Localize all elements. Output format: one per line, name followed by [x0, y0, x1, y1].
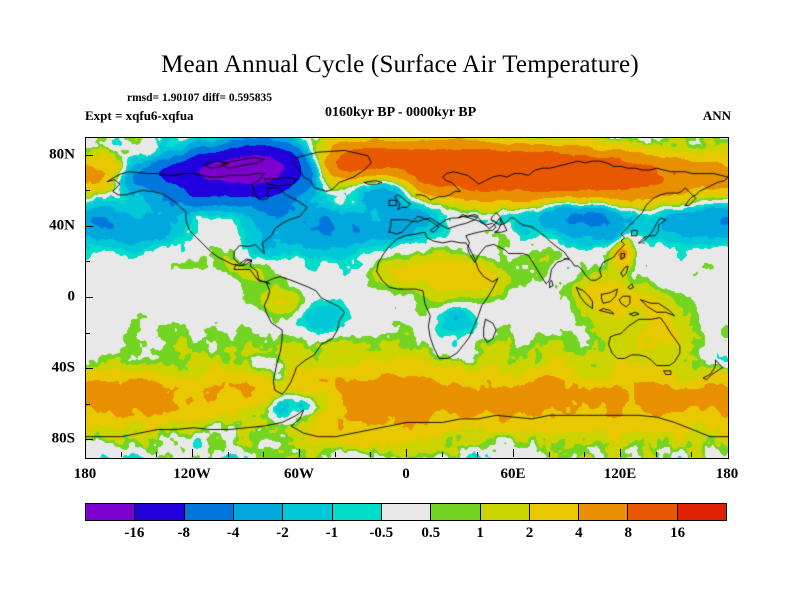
- colorbar-tick-label: 8: [624, 525, 632, 541]
- x-axis-major-tick: [299, 449, 300, 457]
- x-axis-major-tick: [406, 449, 407, 457]
- colorbar-band: [134, 504, 184, 520]
- x-axis-label: 120W: [173, 466, 211, 482]
- colorbar-tick-label: -16: [124, 525, 145, 541]
- colorbar-legend: -16 -8 -4 -2 -1 -0.5 0.5 1 2 4 8 16: [85, 503, 727, 541]
- colorbar-tick-label: 4: [575, 525, 583, 541]
- x-axis-label: 180: [73, 466, 97, 482]
- y-axis-label: 40N: [49, 217, 75, 234]
- y-axis-minor-tick: [85, 332, 90, 334]
- y-axis-major-tick: [85, 225, 93, 227]
- y-axis-label: 80S: [51, 430, 75, 447]
- map-plot-frame: [85, 137, 729, 459]
- y-axis-label: 40S: [51, 359, 75, 376]
- statistics-annotation: rmsd= 1.90107 diff= 0.595835: [127, 92, 273, 104]
- y-axis-major-tick: [85, 368, 93, 370]
- x-axis-minor-tick: [263, 452, 265, 457]
- colorbar-band: [676, 504, 727, 520]
- y-axis-minor-tick: [85, 190, 90, 192]
- page-title: Mean Annual Cycle (Surface Air Temperatu…: [161, 51, 639, 78]
- y-axis-major-tick: [85, 297, 93, 298]
- colorbar-tick-label: -8: [177, 525, 191, 541]
- colorbar-tick-label: 16: [670, 525, 686, 541]
- y-axis-major-tick: [85, 154, 93, 156]
- x-axis-label: 0: [402, 466, 410, 482]
- x-axis-minor-tick: [156, 452, 158, 457]
- x-axis-minor-tick: [548, 452, 550, 457]
- y-axis-label: 0: [67, 288, 76, 305]
- temperature-anomaly-heatmap: [86, 138, 728, 458]
- x-axis-minor-tick: [477, 452, 479, 457]
- y-axis-minor-tick: [85, 261, 90, 263]
- colorbar-tick-label: -1: [325, 525, 339, 541]
- x-axis-label: 120E: [603, 466, 637, 482]
- colorbar-tick-label: -4: [226, 525, 240, 541]
- x-axis-minor-tick: [227, 452, 229, 457]
- season-annotation: ANN: [702, 108, 731, 123]
- colorbar-band: [183, 504, 233, 520]
- colorbar-band: [331, 504, 381, 520]
- x-axis-major-tick: [192, 449, 193, 457]
- x-axis-label: 60W: [284, 466, 314, 482]
- x-axis-major-tick: [513, 449, 514, 457]
- colorbar-band: [430, 504, 480, 520]
- x-axis-label: 60E: [500, 466, 526, 482]
- colorbar-band: [282, 504, 332, 520]
- colorbar-tick-label: 0.5: [421, 525, 441, 541]
- colorbar-band: [528, 504, 579, 520]
- colorbar-band: [232, 504, 283, 520]
- y-axis-minor-tick: [85, 403, 90, 405]
- x-axis-minor-tick: [691, 452, 693, 457]
- colorbar-bands: [85, 503, 727, 521]
- colorbar-band: [86, 504, 135, 520]
- x-axis-label: 180: [715, 466, 739, 482]
- colorbar-tick-label: 2: [525, 525, 534, 541]
- y-axis-label: 80N: [49, 146, 75, 163]
- colorbar-tick-label: 1: [476, 525, 484, 541]
- x-axis-minor-tick: [584, 452, 586, 457]
- experiment-annotation: Expt = xqfu6-xqfua: [85, 108, 194, 123]
- x-axis-minor-tick: [120, 452, 122, 457]
- colorbar-band: [479, 504, 529, 520]
- colorbar-band: [627, 504, 677, 520]
- colorbar-tick-label: -2: [276, 525, 289, 541]
- colorbar-band: [578, 504, 628, 520]
- x-axis-minor-tick: [334, 452, 336, 457]
- x-axis-major-tick: [620, 449, 621, 457]
- y-axis-major-tick: [85, 439, 93, 441]
- x-axis-minor-tick: [655, 452, 657, 457]
- colorbar-band: [380, 504, 431, 520]
- colorbar-tick-label: -0.5: [369, 525, 394, 541]
- period-annotation: 0160kyr BP - 0000kyr BP: [325, 105, 477, 120]
- x-axis-minor-tick: [441, 452, 443, 457]
- x-axis-minor-tick: [370, 452, 372, 457]
